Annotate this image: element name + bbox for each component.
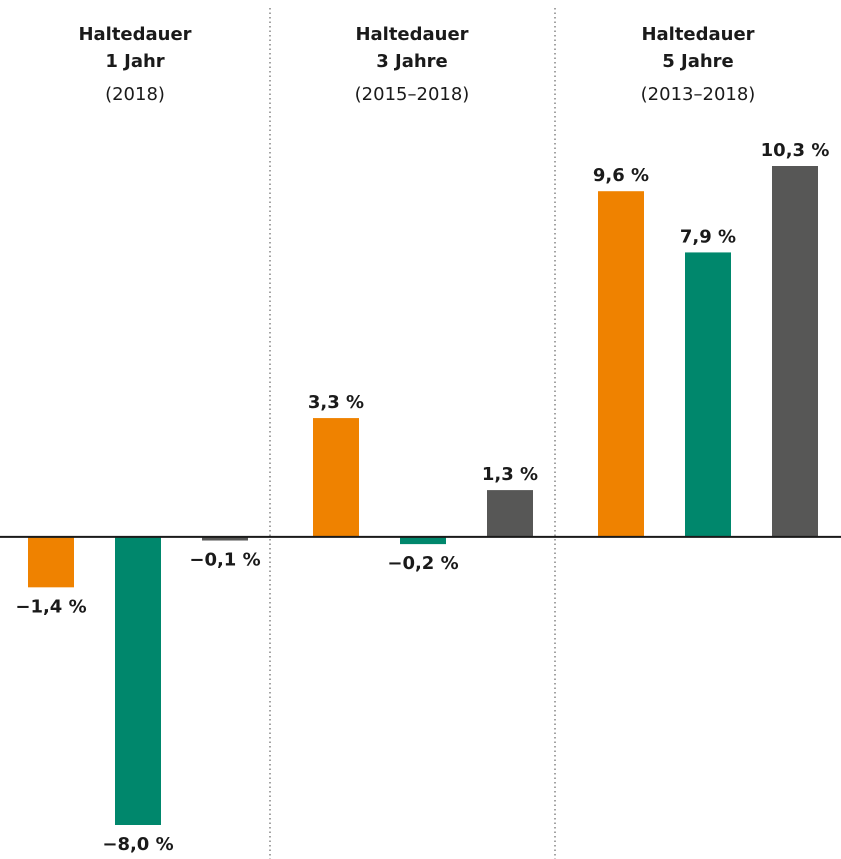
bar — [487, 490, 533, 537]
group-label: 5 Jahre — [662, 51, 734, 72]
group-label: (2015–2018) — [355, 84, 470, 105]
group-label: Haltedauer — [78, 24, 191, 45]
group-label: (2013–2018) — [641, 84, 756, 105]
value-label: −1,4 % — [15, 596, 86, 617]
bar — [28, 536, 74, 588]
value-label: 1,3 % — [482, 464, 538, 485]
bar — [772, 166, 818, 537]
value-label: 10,3 % — [761, 140, 830, 161]
value-label: 7,9 % — [680, 226, 736, 247]
group-label: 1 Jahr — [105, 51, 164, 72]
bar — [400, 536, 446, 545]
bar — [598, 191, 644, 537]
group-label: Haltedauer — [641, 24, 754, 45]
group-label: (2018) — [105, 84, 165, 105]
value-label: −8,0 % — [102, 834, 173, 855]
bar — [685, 252, 731, 537]
bar — [313, 418, 359, 537]
value-label: −0,2 % — [387, 553, 458, 574]
value-label: −0,1 % — [189, 550, 260, 571]
value-label: 9,6 % — [593, 165, 649, 186]
bar — [202, 536, 248, 541]
group-label: 3 Jahre — [376, 51, 448, 72]
group-label: Haltedauer — [355, 24, 468, 45]
bar — [115, 536, 161, 825]
value-label: 3,3 % — [308, 392, 364, 413]
